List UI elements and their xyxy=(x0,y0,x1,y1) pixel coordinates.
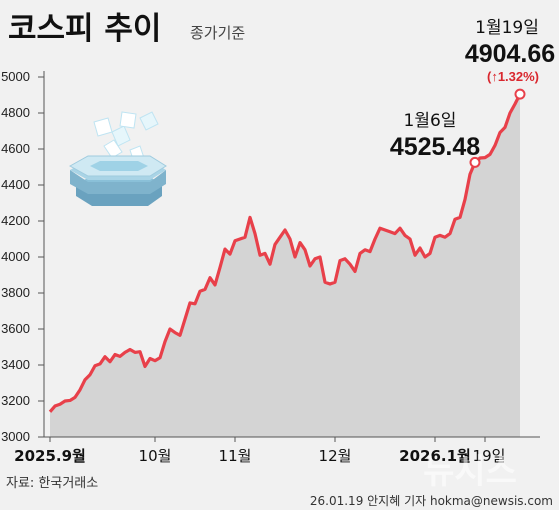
annotation-change: (↑1.32%) xyxy=(487,69,539,84)
coin-stack-icon xyxy=(68,111,167,206)
annotation-value: 4525.48 xyxy=(390,133,480,161)
y-tick-label: 3200 xyxy=(1,393,30,408)
y-tick-label: 4400 xyxy=(1,177,30,192)
x-tick-label: 10월 xyxy=(139,447,172,465)
x-tick-label: 19일 xyxy=(473,447,506,465)
source-label: 자료: 한국거래소 xyxy=(6,476,98,491)
y-tick-label: 3400 xyxy=(1,357,30,372)
annotation-point xyxy=(514,88,526,100)
y-tick-label: 3800 xyxy=(1,285,30,300)
y-tick-label: 4000 xyxy=(1,249,30,264)
x-tick-label: 2025.9월 xyxy=(14,447,86,465)
x-tick-label: 11월 xyxy=(219,447,252,465)
y-tick-label: 4600 xyxy=(1,141,30,156)
area-shape xyxy=(50,94,520,437)
x-axis-ticks: 2025.9월 10월 11월 12월 2026.1월 19일 xyxy=(14,436,540,465)
annotation-date: 1월19일 xyxy=(475,18,539,38)
kospi-line xyxy=(48,93,522,413)
y-tick-label: 4800 xyxy=(1,105,30,120)
annotation-point xyxy=(469,156,481,168)
y-axis-ticks: 3000 3200 3400 3600 3800 4000 4200 4400 4600 4800… xyxy=(1,69,45,444)
chart-subtitle: 종가기준 xyxy=(190,24,245,42)
watermark-logo: 뉴시스 xyxy=(423,452,517,492)
area-fill xyxy=(50,94,520,437)
y-tick-label: 3600 xyxy=(1,321,30,336)
y-tick-label: 5000 xyxy=(1,69,30,84)
series-line xyxy=(48,93,522,413)
chart-title: 코스피 추이 xyxy=(8,11,161,47)
x-tick-label: 2026.1월 xyxy=(399,447,471,465)
annotation-date: 1월6일 xyxy=(404,111,457,131)
annotation-value: 4904.66 xyxy=(465,40,555,68)
credit-label: 26.01.19 안지혜 기자 hokma@newsis.com xyxy=(310,494,553,508)
y-tick-label: 4200 xyxy=(1,213,30,228)
x-tick-label: 12월 xyxy=(319,447,352,465)
y-tick-label: 3000 xyxy=(1,429,30,444)
